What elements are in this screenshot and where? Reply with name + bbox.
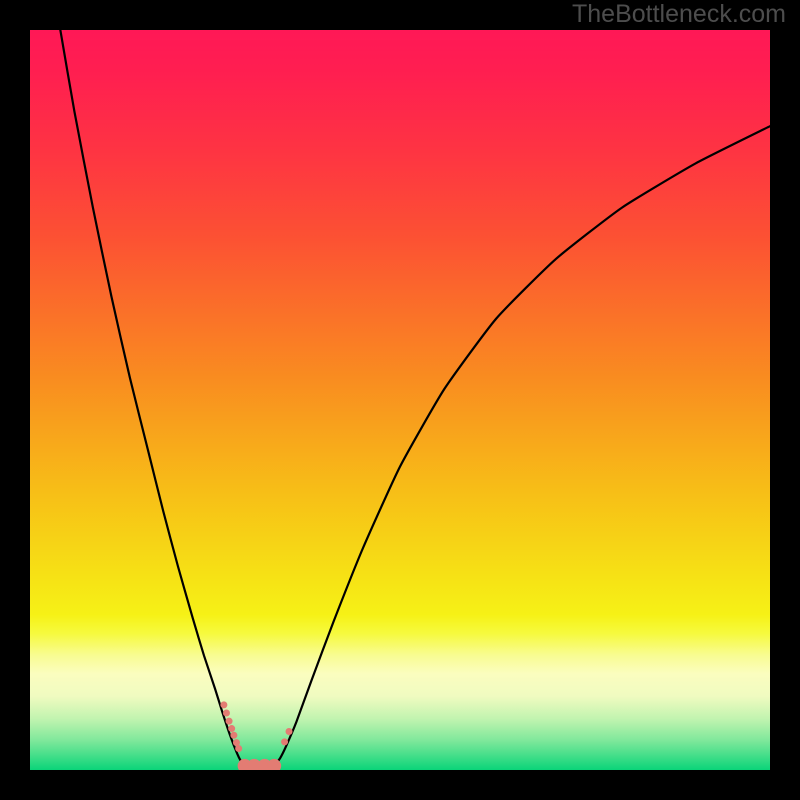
data-marker <box>221 702 227 708</box>
chart-background <box>30 30 770 770</box>
chart-frame: TheBottleneck.com <box>0 0 800 800</box>
data-marker <box>229 726 235 732</box>
data-marker <box>231 732 237 738</box>
data-marker <box>236 746 242 752</box>
data-marker <box>268 759 281 770</box>
data-marker <box>282 739 288 745</box>
data-marker <box>226 718 232 724</box>
data-marker <box>233 740 239 746</box>
data-marker <box>223 710 229 716</box>
attribution-label: TheBottleneck.com <box>572 0 786 29</box>
plot-area <box>30 30 770 770</box>
chart-svg <box>30 30 770 770</box>
data-marker <box>286 729 292 735</box>
